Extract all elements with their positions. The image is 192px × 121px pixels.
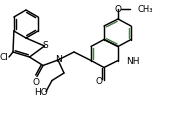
Text: O: O	[114, 4, 122, 14]
Text: N: N	[55, 54, 61, 64]
Text: O: O	[95, 76, 103, 86]
Text: Cl: Cl	[0, 53, 8, 61]
Text: HO: HO	[34, 88, 48, 97]
Text: O: O	[32, 78, 40, 87]
Text: S: S	[43, 41, 48, 49]
Text: CH₃: CH₃	[137, 4, 152, 14]
Text: NH: NH	[126, 57, 140, 66]
